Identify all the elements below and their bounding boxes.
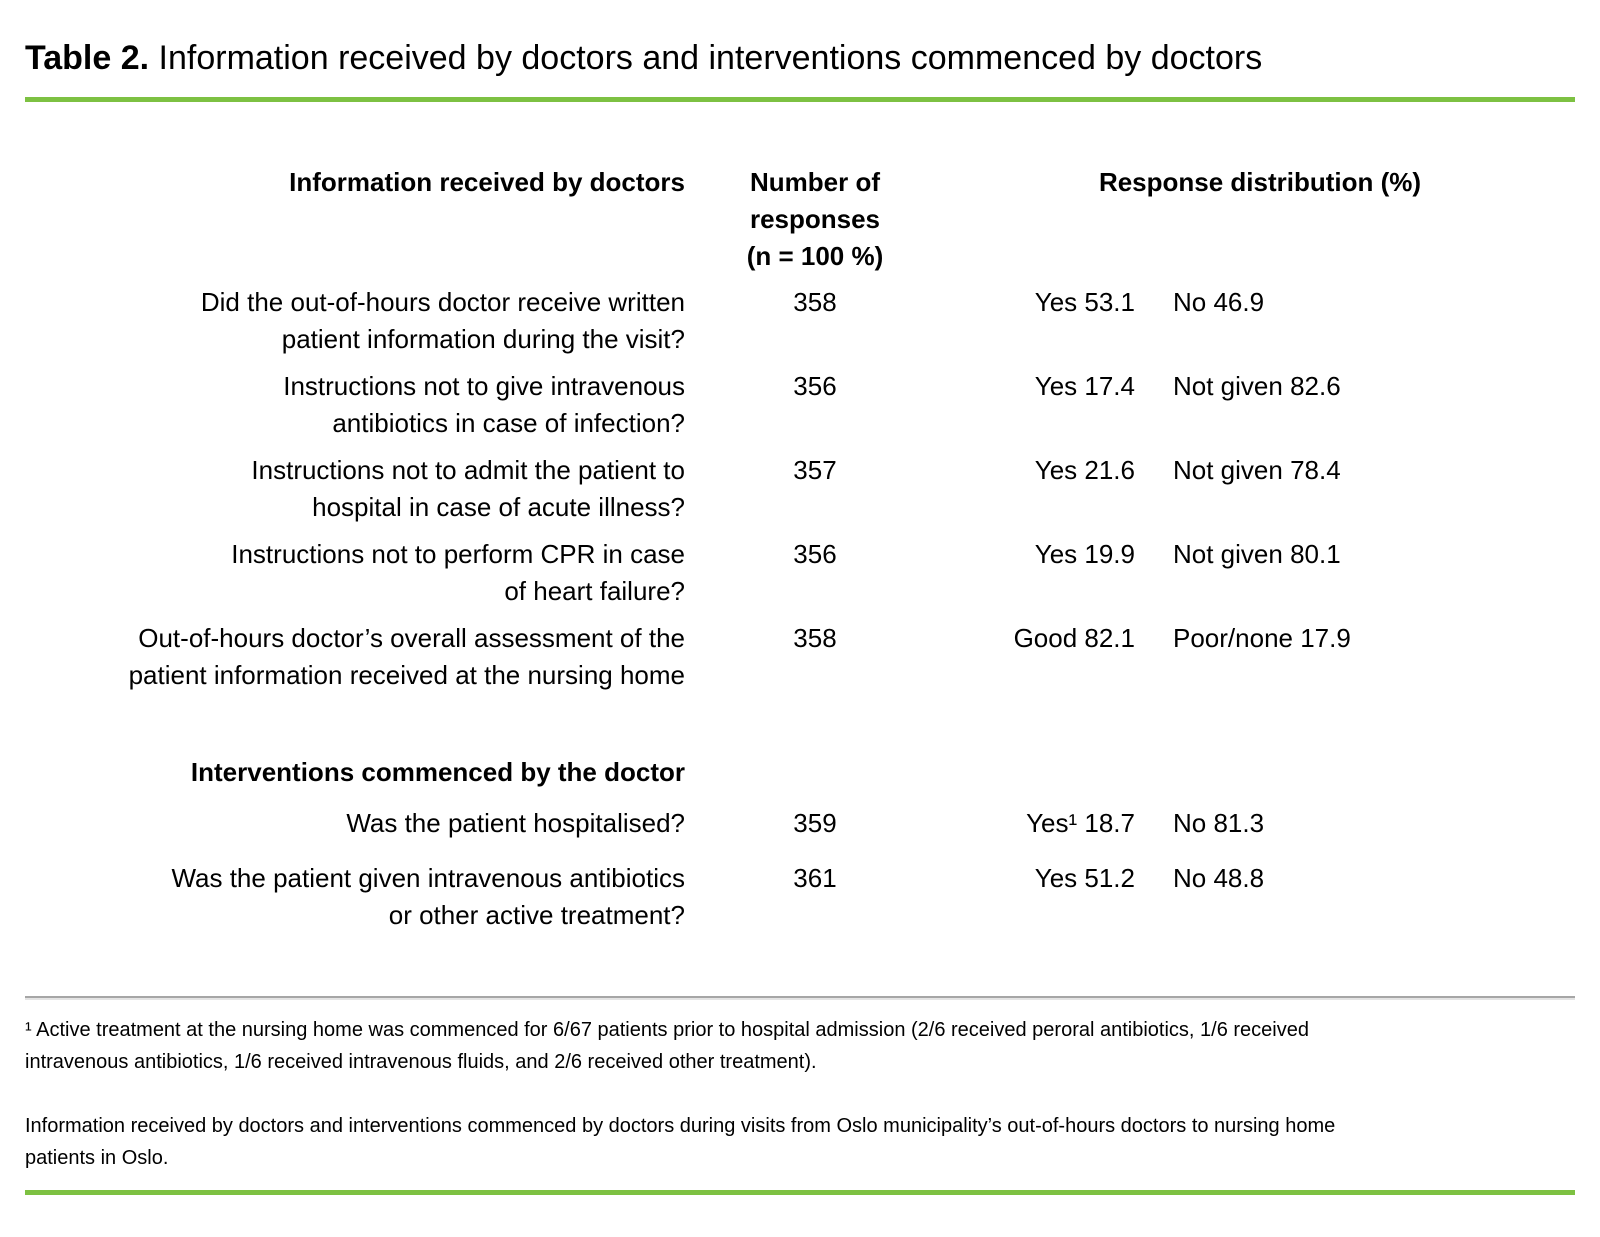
- table-title-text: Information received by doctors and inte…: [158, 39, 1263, 77]
- question-line: Was the patient given intravenous antibi…: [171, 862, 685, 893]
- top-divider: [25, 96, 1575, 102]
- bottom-divider: [25, 1189, 1575, 1195]
- question-line: of heart failure?: [504, 575, 685, 606]
- responses-count-cell: 361: [793, 862, 837, 893]
- table-row: Instructions not to admit the patient to…: [25, 452, 1575, 536]
- caption-line: Information received by doctors and inte…: [25, 1114, 1336, 1137]
- question-line: Instructions not to admit the patient to: [251, 454, 685, 485]
- response2-cell: Poor/none 17.9: [1173, 622, 1351, 653]
- response2-cell: Not given 80.1: [1173, 538, 1341, 569]
- header-row: Information received by doctors Number o…: [25, 164, 1575, 284]
- col-header-line: (n = 100 %): [746, 240, 884, 271]
- question-line: antibiotics in case of infection?: [332, 407, 685, 438]
- empty-cell: [945, 704, 1135, 805]
- col-header-questions: Information received by doctors: [289, 166, 685, 197]
- table-title: Table 2. Information received by doctors…: [25, 38, 1575, 79]
- question-cell: Out-of-hours doctor’s overall assessment…: [25, 620, 685, 704]
- empty-cell: [1135, 704, 1575, 805]
- footnote-line: intravenous antibiotics, 1/6 received in…: [25, 1050, 817, 1073]
- responses-count-cell: 358: [793, 286, 837, 317]
- col-header-responses: Number of responses (n = 100 %): [685, 164, 945, 284]
- response1-cell: Yes¹ 18.7: [1026, 807, 1135, 838]
- table-row: Instructions not to perform CPR in case …: [25, 536, 1575, 620]
- question-line: patient information received at the nurs…: [128, 659, 685, 690]
- col-header-line: Number of: [750, 166, 880, 197]
- col-header-line: responses: [749, 203, 881, 234]
- question-line: Was the patient hospitalised?: [346, 807, 685, 838]
- question-cell: Instructions not to give intravenous ant…: [25, 368, 685, 452]
- table-row: Instructions not to give intravenous ant…: [25, 368, 1575, 452]
- table-row: Did the out-of-hours doctor receive writ…: [25, 284, 1575, 368]
- question-cell: Instructions not to perform CPR in case …: [25, 536, 685, 620]
- responses-count-cell: 357: [793, 454, 837, 485]
- empty-cell: [685, 704, 945, 805]
- data-table: Information received by doctors Number o…: [25, 164, 1575, 944]
- responses-count-cell: 356: [793, 538, 837, 569]
- response2-cell: Not given 82.6: [1173, 370, 1341, 401]
- response1-cell: Yes 51.2: [1034, 862, 1135, 893]
- responses-count-cell: 358: [793, 622, 837, 653]
- response2-cell: No 81.3: [1173, 807, 1265, 838]
- table-number: Table 2.: [25, 39, 150, 77]
- question-cell: Did the out-of-hours doctor receive writ…: [25, 284, 685, 368]
- table-row: Out-of-hours doctor’s overall assessment…: [25, 620, 1575, 704]
- footnote: ¹ Active treatment at the nursing home w…: [25, 1014, 1575, 1078]
- question-line: or other active treatment?: [388, 899, 685, 930]
- response2-cell: Not given 78.4: [1173, 454, 1341, 485]
- response1-cell: Good 82.1: [1013, 622, 1135, 653]
- responses-count-cell: 359: [793, 807, 837, 838]
- response1-cell: Yes 21.6: [1034, 454, 1135, 485]
- table-row: Was the patient given intravenous antibi…: [25, 860, 1575, 944]
- table-row: Was the patient hospitalised? 359 Yes¹ 1…: [25, 805, 1575, 860]
- response2-cell: No 46.9: [1173, 286, 1265, 317]
- response1-cell: Yes 17.4: [1034, 370, 1135, 401]
- section-header: Interventions commenced by the doctor: [190, 756, 685, 787]
- caption-line: patients in Oslo.: [25, 1146, 169, 1169]
- response1-cell: Yes 19.9: [1034, 538, 1135, 569]
- question-line: Instructions not to give intravenous: [283, 370, 685, 401]
- question-line: patient information during the visit?: [281, 323, 685, 354]
- question-cell: Instructions not to admit the patient to…: [25, 452, 685, 536]
- table-caption: Information received by doctors and inte…: [25, 1110, 1575, 1174]
- section-header-row: Interventions commenced by the doctor: [25, 704, 1575, 805]
- question-cell: Was the patient hospitalised?: [25, 805, 685, 860]
- response2-cell: No 48.8: [1173, 862, 1265, 893]
- responses-count-cell: 356: [793, 370, 837, 401]
- question-cell: Was the patient given intravenous antibi…: [25, 860, 685, 944]
- footnote-divider: [25, 995, 1575, 998]
- col-header-distribution: Response distribution (%): [1098, 166, 1422, 197]
- question-line: hospital in case of acute illness?: [312, 491, 685, 522]
- question-line: Did the out-of-hours doctor receive writ…: [200, 286, 685, 317]
- footnote-line: ¹ Active treatment at the nursing home w…: [25, 1018, 1309, 1041]
- response1-cell: Yes 53.1: [1034, 286, 1135, 317]
- question-line: Instructions not to perform CPR in case: [231, 538, 685, 569]
- question-line: Out-of-hours doctor’s overall assessment…: [138, 622, 685, 653]
